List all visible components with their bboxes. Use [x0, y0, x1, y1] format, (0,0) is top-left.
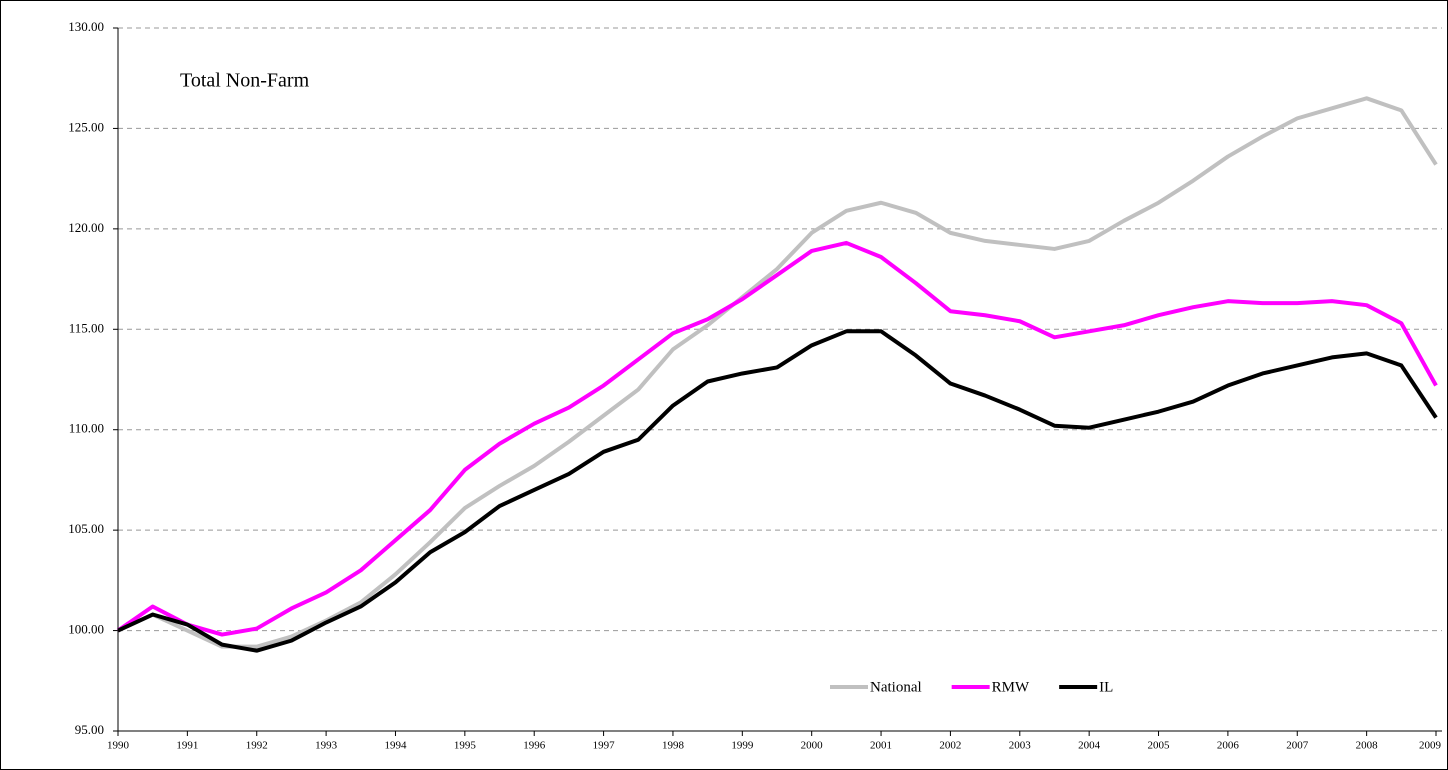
y-tick-label: 105.00: [68, 521, 104, 536]
x-tick-label: 1991: [176, 740, 198, 752]
legend-label: National: [870, 679, 922, 695]
y-tick-label: 125.00: [68, 119, 104, 134]
x-tick-label: 2002: [939, 740, 961, 752]
x-tick-label: 2001: [870, 740, 892, 752]
x-tick-label: 2007: [1286, 740, 1309, 752]
x-tick-label: 1994: [384, 740, 407, 752]
series-line: [116, 240, 1438, 637]
x-tick-label: 2005: [1148, 740, 1171, 752]
x-tick-label: 2004: [1078, 740, 1101, 752]
y-tick-label: 115.00: [69, 320, 104, 335]
y-tick-label: 110.00: [69, 421, 104, 436]
y-tick-label: 120.00: [68, 220, 104, 235]
legend-label: RMW: [992, 679, 1030, 695]
x-tick-label: 2009: [1419, 740, 1442, 752]
x-tick-label: 1992: [246, 740, 268, 752]
x-tick-label: 1995: [454, 740, 477, 752]
x-tick-label: 2006: [1217, 740, 1240, 752]
y-tick-label: 130.00: [68, 19, 104, 34]
x-tick-label: 2003: [1009, 740, 1032, 752]
chart-annotation: Total Non-Farm: [180, 70, 310, 92]
x-tick-label: 1996: [523, 740, 546, 752]
legend-label: IL: [1099, 679, 1113, 695]
series-line: [117, 329, 1438, 653]
x-tick-label: 2000: [801, 740, 824, 752]
x-tick-label: 1993: [315, 740, 338, 752]
x-tick-label: 2008: [1356, 740, 1379, 752]
x-tick-label: 1997: [593, 740, 616, 752]
x-tick-label: 1998: [662, 740, 685, 752]
y-tick-label: 95.00: [75, 722, 104, 737]
x-tick-label: 1999: [731, 740, 754, 752]
y-tick-label: 100.00: [68, 622, 104, 637]
x-tick-label: 1990: [107, 740, 130, 752]
series-line: [117, 96, 1438, 649]
